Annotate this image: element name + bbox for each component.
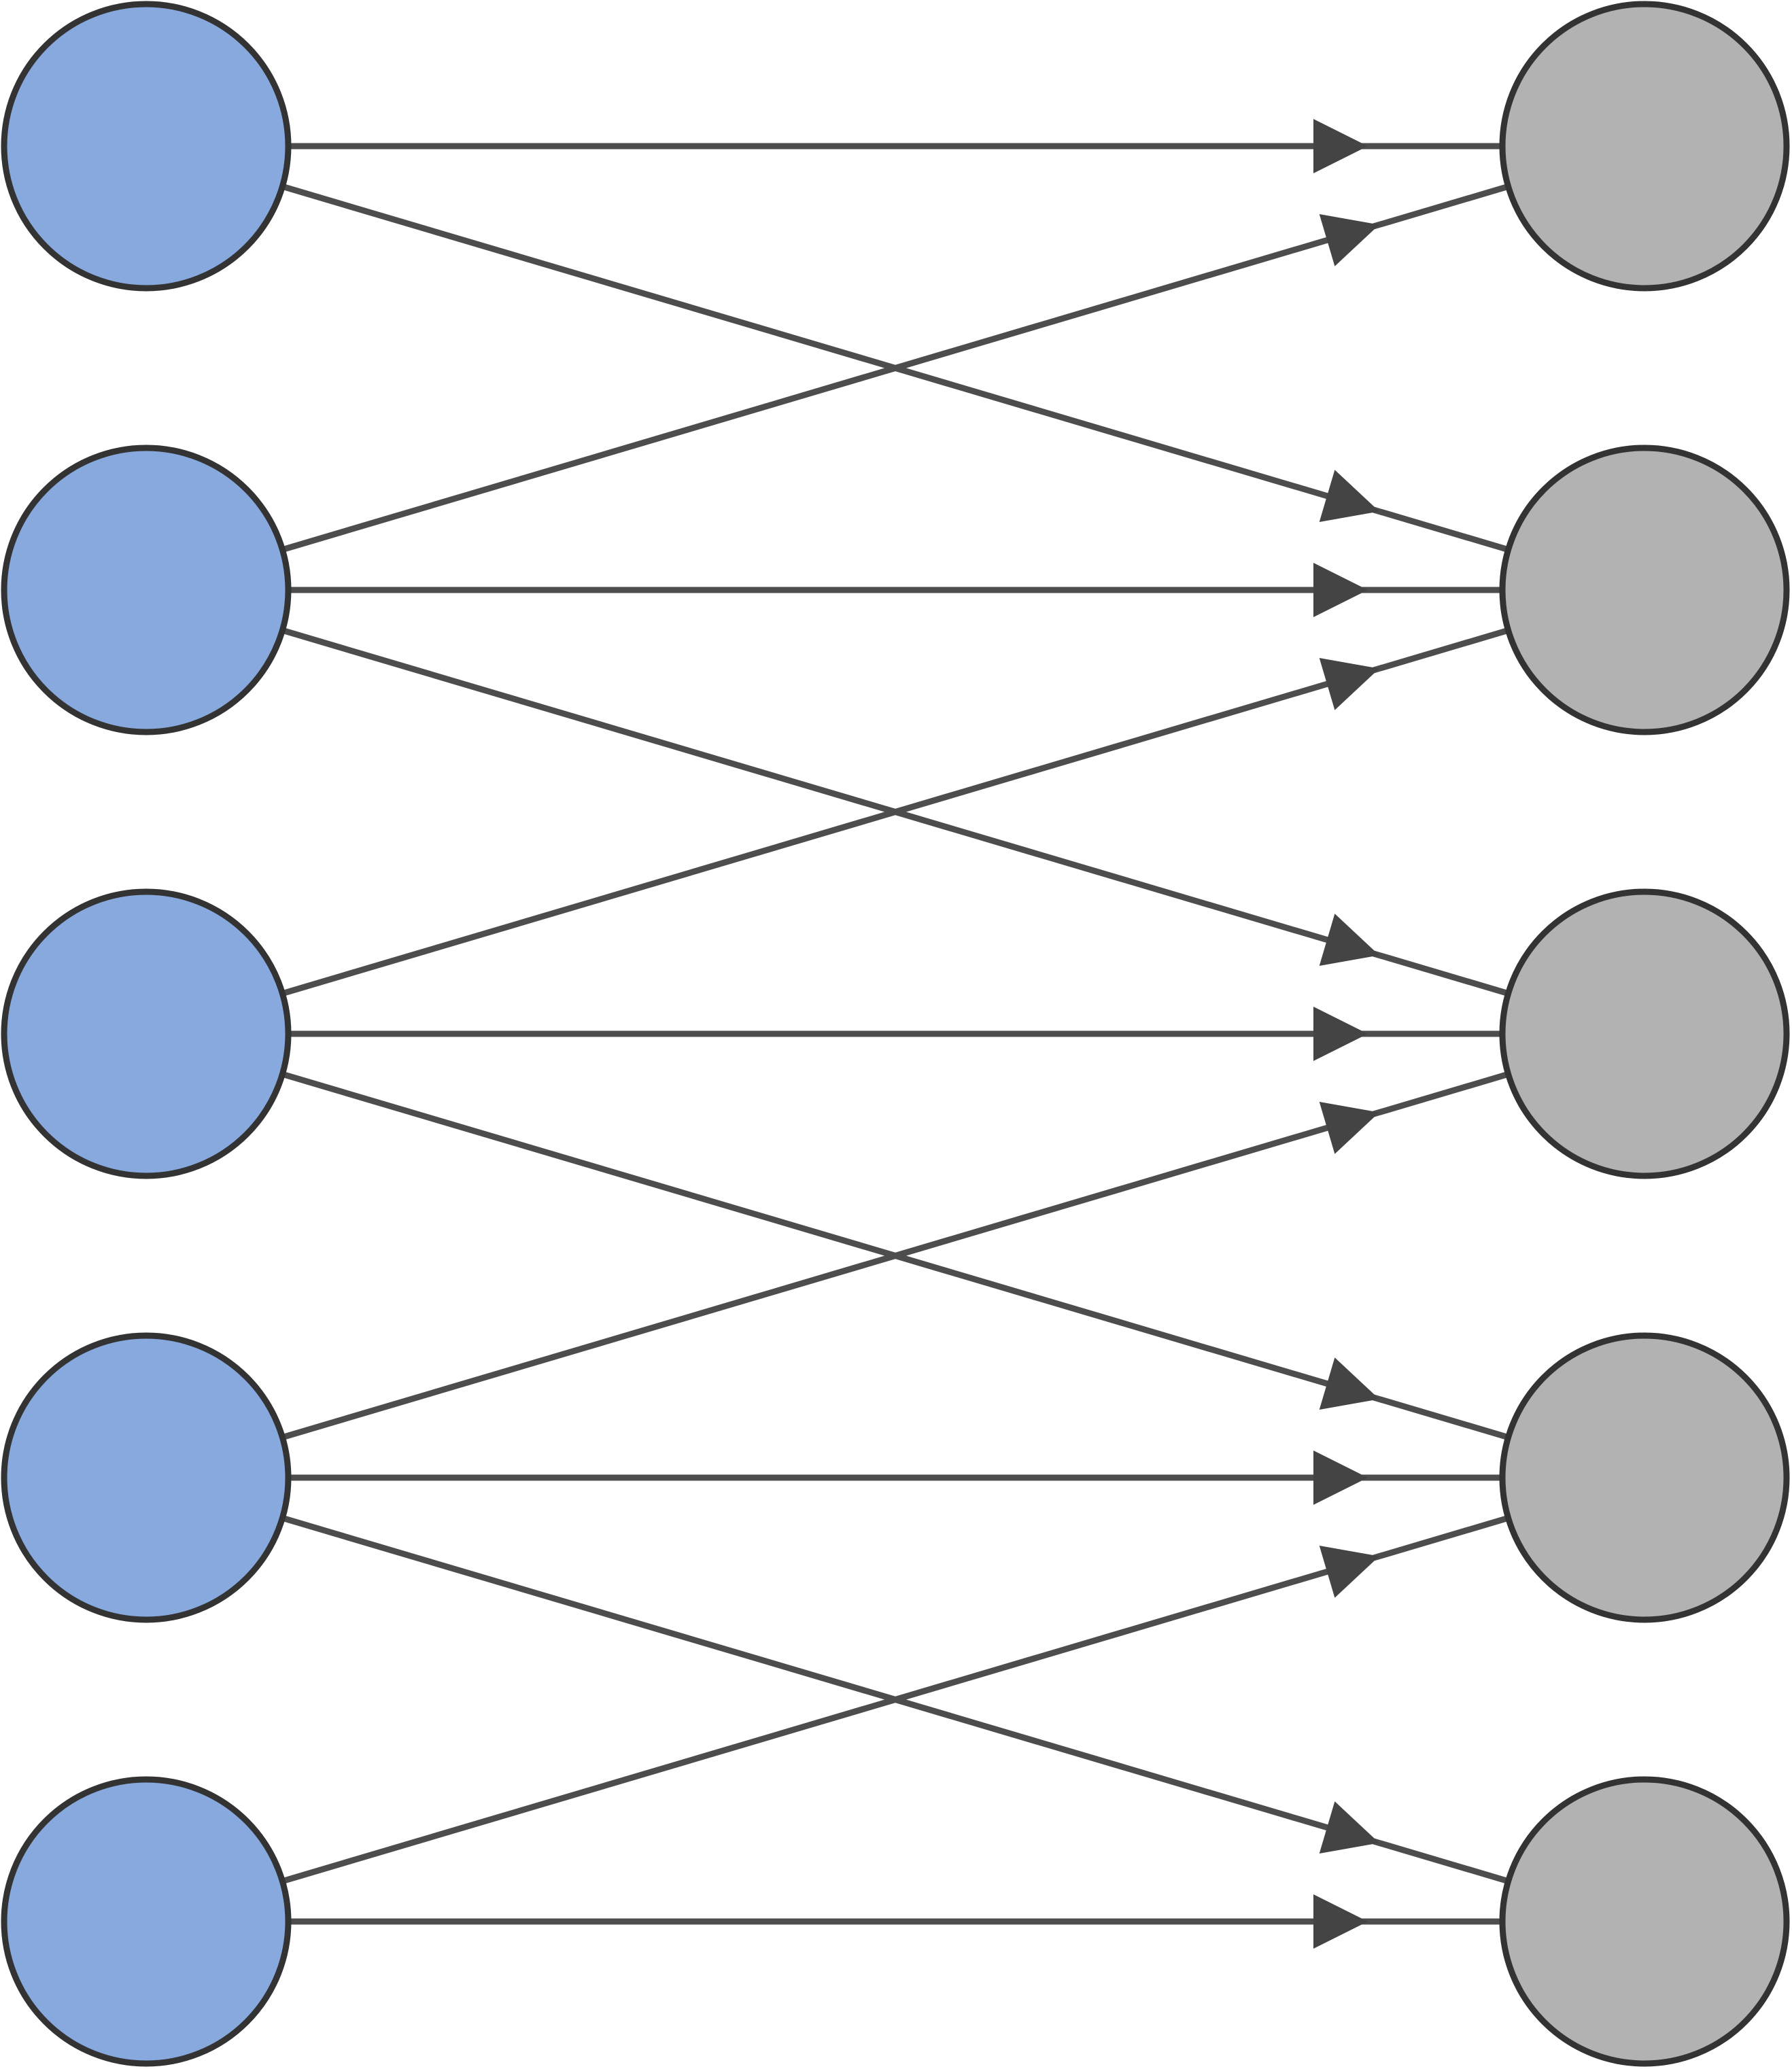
left-node-L3 xyxy=(1,1332,292,1623)
arrowhead-L4-R4 xyxy=(1313,1894,1368,1949)
arrowhead-L1-R0 xyxy=(1319,214,1379,266)
right-node-R0 xyxy=(1499,1,1790,292)
arrowhead-L2-R1 xyxy=(1319,658,1379,710)
arrowhead-L1-R2 xyxy=(1319,914,1379,966)
arrowhead-L3-R3 xyxy=(1313,1450,1368,1505)
right-node-R3 xyxy=(1499,1332,1790,1623)
left-node-L1 xyxy=(1,445,292,735)
right-node-R4 xyxy=(1499,1776,1790,2067)
arrowhead-L0-R1 xyxy=(1319,470,1379,522)
edge-L3-R2 xyxy=(281,1071,1509,1440)
arrowhead-L4-R3 xyxy=(1319,1546,1379,1598)
left-node-L4 xyxy=(1,1776,292,2067)
arrowhead-L1-R1 xyxy=(1313,563,1368,617)
arrowhead-L2-R3 xyxy=(1319,1357,1379,1410)
edge-L2-R1 xyxy=(281,627,1509,996)
edge-L4-R3 xyxy=(281,1515,1509,1884)
right-node-R1 xyxy=(1499,445,1790,735)
arrowhead-L2-R2 xyxy=(1313,1007,1368,1061)
arrowhead-L0-R0 xyxy=(1313,119,1368,173)
edge-L1-R0 xyxy=(281,184,1509,553)
edges-layer xyxy=(281,119,1509,1949)
arrowhead-L3-R2 xyxy=(1319,1102,1379,1154)
left-node-L0 xyxy=(1,1,292,292)
arrowhead-L3-R4 xyxy=(1319,1801,1379,1854)
left-node-L2 xyxy=(1,888,292,1179)
right-node-R2 xyxy=(1499,888,1790,1179)
